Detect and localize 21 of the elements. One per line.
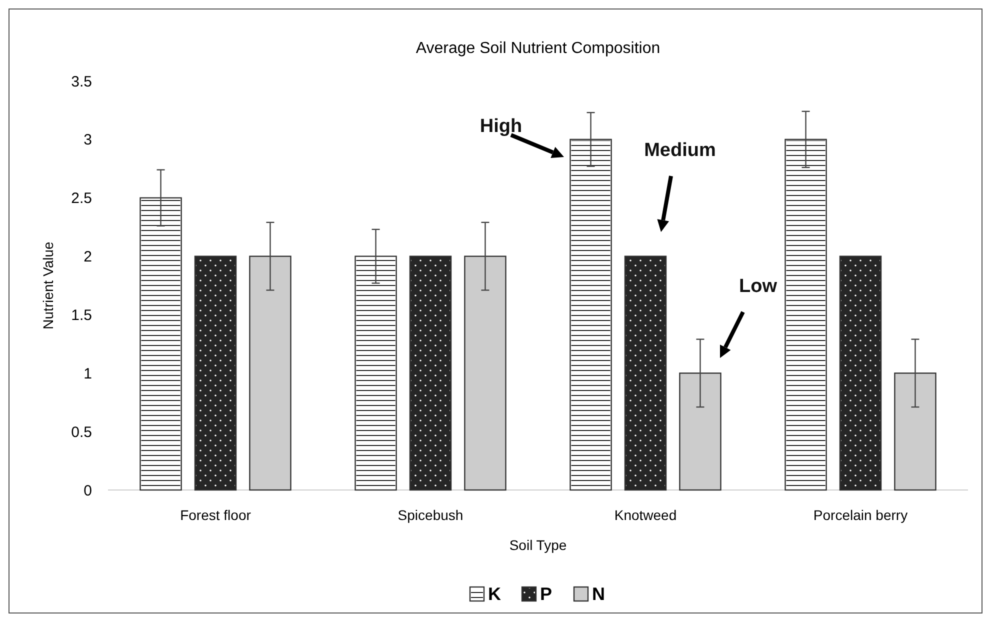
x-tick-label: Spicebush xyxy=(398,507,464,523)
y-tick-label: 3 xyxy=(84,132,92,149)
y-tick-label: 1 xyxy=(84,365,92,382)
x-tick-label: Porcelain berry xyxy=(813,507,908,523)
legend-label: N xyxy=(592,584,605,604)
annotation: Low xyxy=(739,276,778,297)
annotation: Medium xyxy=(644,140,716,161)
y-tick-label: 1.5 xyxy=(71,306,92,324)
x-axis-title: Soil Type xyxy=(509,537,567,553)
annotation: High xyxy=(480,116,522,137)
y-axis-title: Nutrient Value xyxy=(40,241,56,330)
y-tick-label: 0 xyxy=(84,482,92,500)
y-tick-label: 0.5 xyxy=(71,424,92,441)
y-tick-label: 2.5 xyxy=(71,190,92,208)
chart-title: Average Soil Nutrient Composition xyxy=(416,40,660,57)
x-tick-label: Knotweed xyxy=(614,507,677,523)
x-tick-label: Forest floor xyxy=(180,507,252,523)
y-tick-label: 3.5 xyxy=(71,73,92,90)
legend-label: K xyxy=(488,584,501,604)
legend-label: P xyxy=(540,584,552,604)
y-tick-label: 2 xyxy=(84,248,92,266)
